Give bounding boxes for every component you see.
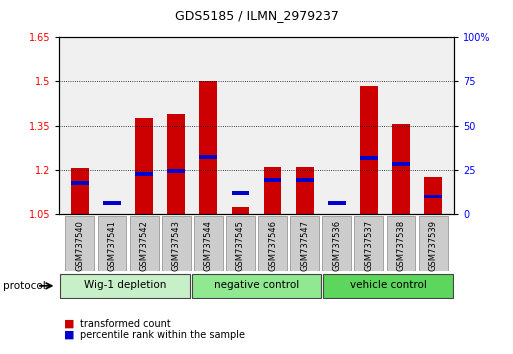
Bar [419, 216, 447, 271]
Bar [296, 178, 313, 182]
Text: protocol: protocol [3, 281, 45, 291]
Bar [167, 114, 185, 214]
Bar [200, 155, 217, 159]
Bar [264, 167, 282, 214]
Bar [231, 191, 249, 195]
FancyBboxPatch shape [323, 274, 453, 298]
Bar [328, 201, 346, 205]
Bar [66, 216, 94, 271]
Bar [424, 177, 442, 214]
Text: GDS5185 / ILMN_2979237: GDS5185 / ILMN_2979237 [174, 9, 339, 22]
Bar [360, 156, 378, 160]
Text: GSM737546: GSM737546 [268, 220, 277, 271]
Bar [258, 216, 287, 271]
Text: GSM737545: GSM737545 [236, 220, 245, 271]
Bar [264, 178, 282, 182]
Bar [290, 216, 319, 271]
Bar [71, 181, 89, 185]
Text: GSM737542: GSM737542 [140, 220, 149, 271]
Text: ■: ■ [64, 319, 74, 329]
Text: GSM737544: GSM737544 [204, 220, 213, 271]
Text: GSM737536: GSM737536 [332, 220, 341, 272]
Text: transformed count: transformed count [80, 319, 170, 329]
Bar [328, 213, 346, 214]
Bar [103, 201, 121, 205]
Text: percentile rank within the sample: percentile rank within the sample [80, 330, 245, 339]
Text: GSM737541: GSM737541 [108, 220, 116, 271]
Text: GSM737539: GSM737539 [429, 220, 438, 271]
Text: GSM737538: GSM737538 [397, 220, 405, 272]
Text: GSM737547: GSM737547 [300, 220, 309, 271]
Bar [162, 216, 191, 271]
Bar [130, 216, 159, 271]
Bar [387, 216, 416, 271]
Bar [135, 118, 153, 214]
FancyBboxPatch shape [192, 274, 321, 298]
Bar [97, 216, 126, 271]
Text: GSM737543: GSM737543 [172, 220, 181, 271]
Bar [322, 216, 351, 271]
Text: negative control: negative control [214, 280, 299, 290]
Bar [71, 169, 89, 214]
Bar [226, 216, 255, 271]
Bar [135, 172, 153, 176]
FancyBboxPatch shape [60, 274, 190, 298]
Bar [231, 207, 249, 214]
Text: vehicle control: vehicle control [350, 280, 427, 290]
Text: GSM737537: GSM737537 [364, 220, 373, 272]
Bar [200, 81, 217, 214]
Bar [392, 162, 410, 166]
Bar [103, 213, 121, 214]
Text: Wig-1 depletion: Wig-1 depletion [84, 280, 166, 290]
Bar [424, 195, 442, 198]
Bar [392, 124, 410, 214]
Text: GSM737540: GSM737540 [75, 220, 84, 271]
Bar [296, 167, 313, 214]
Bar [194, 216, 223, 271]
Text: ■: ■ [64, 330, 74, 339]
Bar [360, 86, 378, 214]
Bar [167, 169, 185, 173]
Bar [354, 216, 383, 271]
